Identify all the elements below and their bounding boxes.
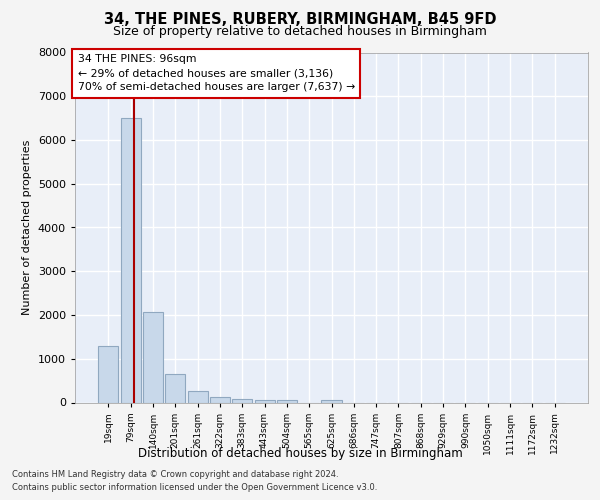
Bar bbox=[98, 346, 118, 403]
Text: 34, THE PINES, RUBERY, BIRMINGHAM, B45 9FD: 34, THE PINES, RUBERY, BIRMINGHAM, B45 9… bbox=[104, 12, 496, 28]
Text: 34 THE PINES: 96sqm
← 29% of detached houses are smaller (3,136)
70% of semi-det: 34 THE PINES: 96sqm ← 29% of detached ho… bbox=[77, 54, 355, 92]
Text: Size of property relative to detached houses in Birmingham: Size of property relative to detached ho… bbox=[113, 25, 487, 38]
Text: Contains public sector information licensed under the Open Government Licence v3: Contains public sector information licen… bbox=[12, 482, 377, 492]
Bar bbox=[254, 400, 275, 402]
Bar bbox=[322, 400, 341, 402]
Text: Contains HM Land Registry data © Crown copyright and database right 2024.: Contains HM Land Registry data © Crown c… bbox=[12, 470, 338, 479]
Bar bbox=[232, 398, 252, 402]
Text: Distribution of detached houses by size in Birmingham: Distribution of detached houses by size … bbox=[137, 448, 463, 460]
Bar bbox=[121, 118, 141, 403]
Bar bbox=[188, 390, 208, 402]
Bar bbox=[277, 400, 297, 402]
Bar bbox=[165, 374, 185, 402]
Bar bbox=[210, 397, 230, 402]
Y-axis label: Number of detached properties: Number of detached properties bbox=[22, 140, 32, 315]
Bar bbox=[143, 312, 163, 402]
